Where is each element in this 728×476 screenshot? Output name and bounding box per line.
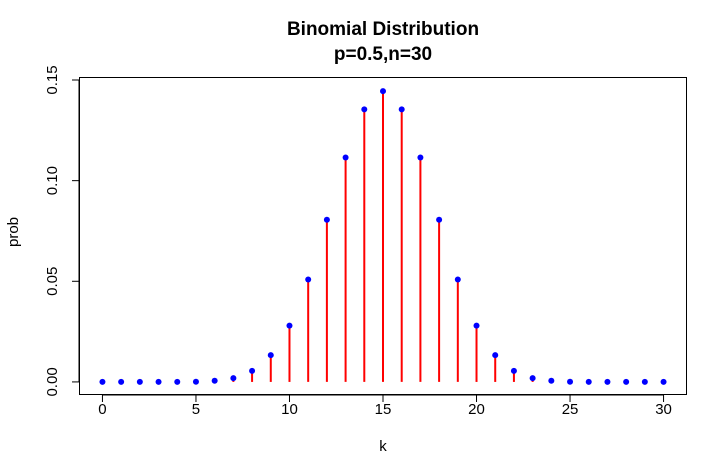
data-point [305, 276, 312, 283]
chart-title: Binomial Distribution [287, 19, 479, 40]
data-point [192, 378, 199, 385]
data-point [623, 378, 630, 385]
stem-lines [194, 91, 572, 382]
x-tick-label: 10 [281, 401, 298, 418]
data-point [548, 377, 555, 384]
y-axis: 0.00 0.05 0.10 0.15 [44, 65, 80, 397]
x-tick-label: 15 [375, 401, 392, 418]
x-tick-label: 0 [98, 401, 106, 418]
data-point [249, 367, 256, 374]
data-point [286, 322, 293, 329]
data-point [641, 378, 648, 385]
y-axis-label: prob [5, 217, 22, 247]
y-tick-label: 0.10 [44, 166, 61, 195]
data-point [211, 377, 218, 384]
x-tick-label: 20 [468, 401, 485, 418]
data-point [567, 378, 574, 385]
x-tick-label: 5 [192, 401, 200, 418]
data-point [398, 106, 405, 113]
y-tick-label: 0.05 [44, 267, 61, 296]
data-point [174, 378, 181, 385]
data-point [361, 106, 368, 113]
data-point [323, 216, 330, 223]
data-point [492, 352, 499, 359]
data-point [136, 378, 143, 385]
data-point [267, 352, 274, 359]
data-point [99, 378, 106, 385]
data-point [454, 276, 461, 283]
x-tick-label: 25 [562, 401, 579, 418]
data-point [510, 367, 517, 374]
data-point [436, 216, 443, 223]
data-point [342, 154, 349, 161]
data-point [155, 378, 162, 385]
x-axis-label: k [379, 438, 387, 455]
data-point [118, 378, 125, 385]
data-point [380, 88, 386, 95]
data-point [230, 375, 237, 382]
x-axis: 0 5 10 15 20 25 30 [98, 394, 672, 418]
y-tick-label: 0.00 [44, 367, 61, 396]
data-point [585, 378, 592, 385]
data-point [473, 322, 480, 329]
x-tick-label: 30 [655, 401, 672, 418]
y-tick-label: 0.15 [44, 65, 61, 94]
data-point [529, 375, 536, 382]
data-point [417, 154, 424, 161]
chart-subtitle: p=0.5,n=30 [334, 44, 432, 65]
data-point [604, 378, 611, 385]
data-points [99, 88, 667, 385]
data-point [660, 378, 667, 385]
